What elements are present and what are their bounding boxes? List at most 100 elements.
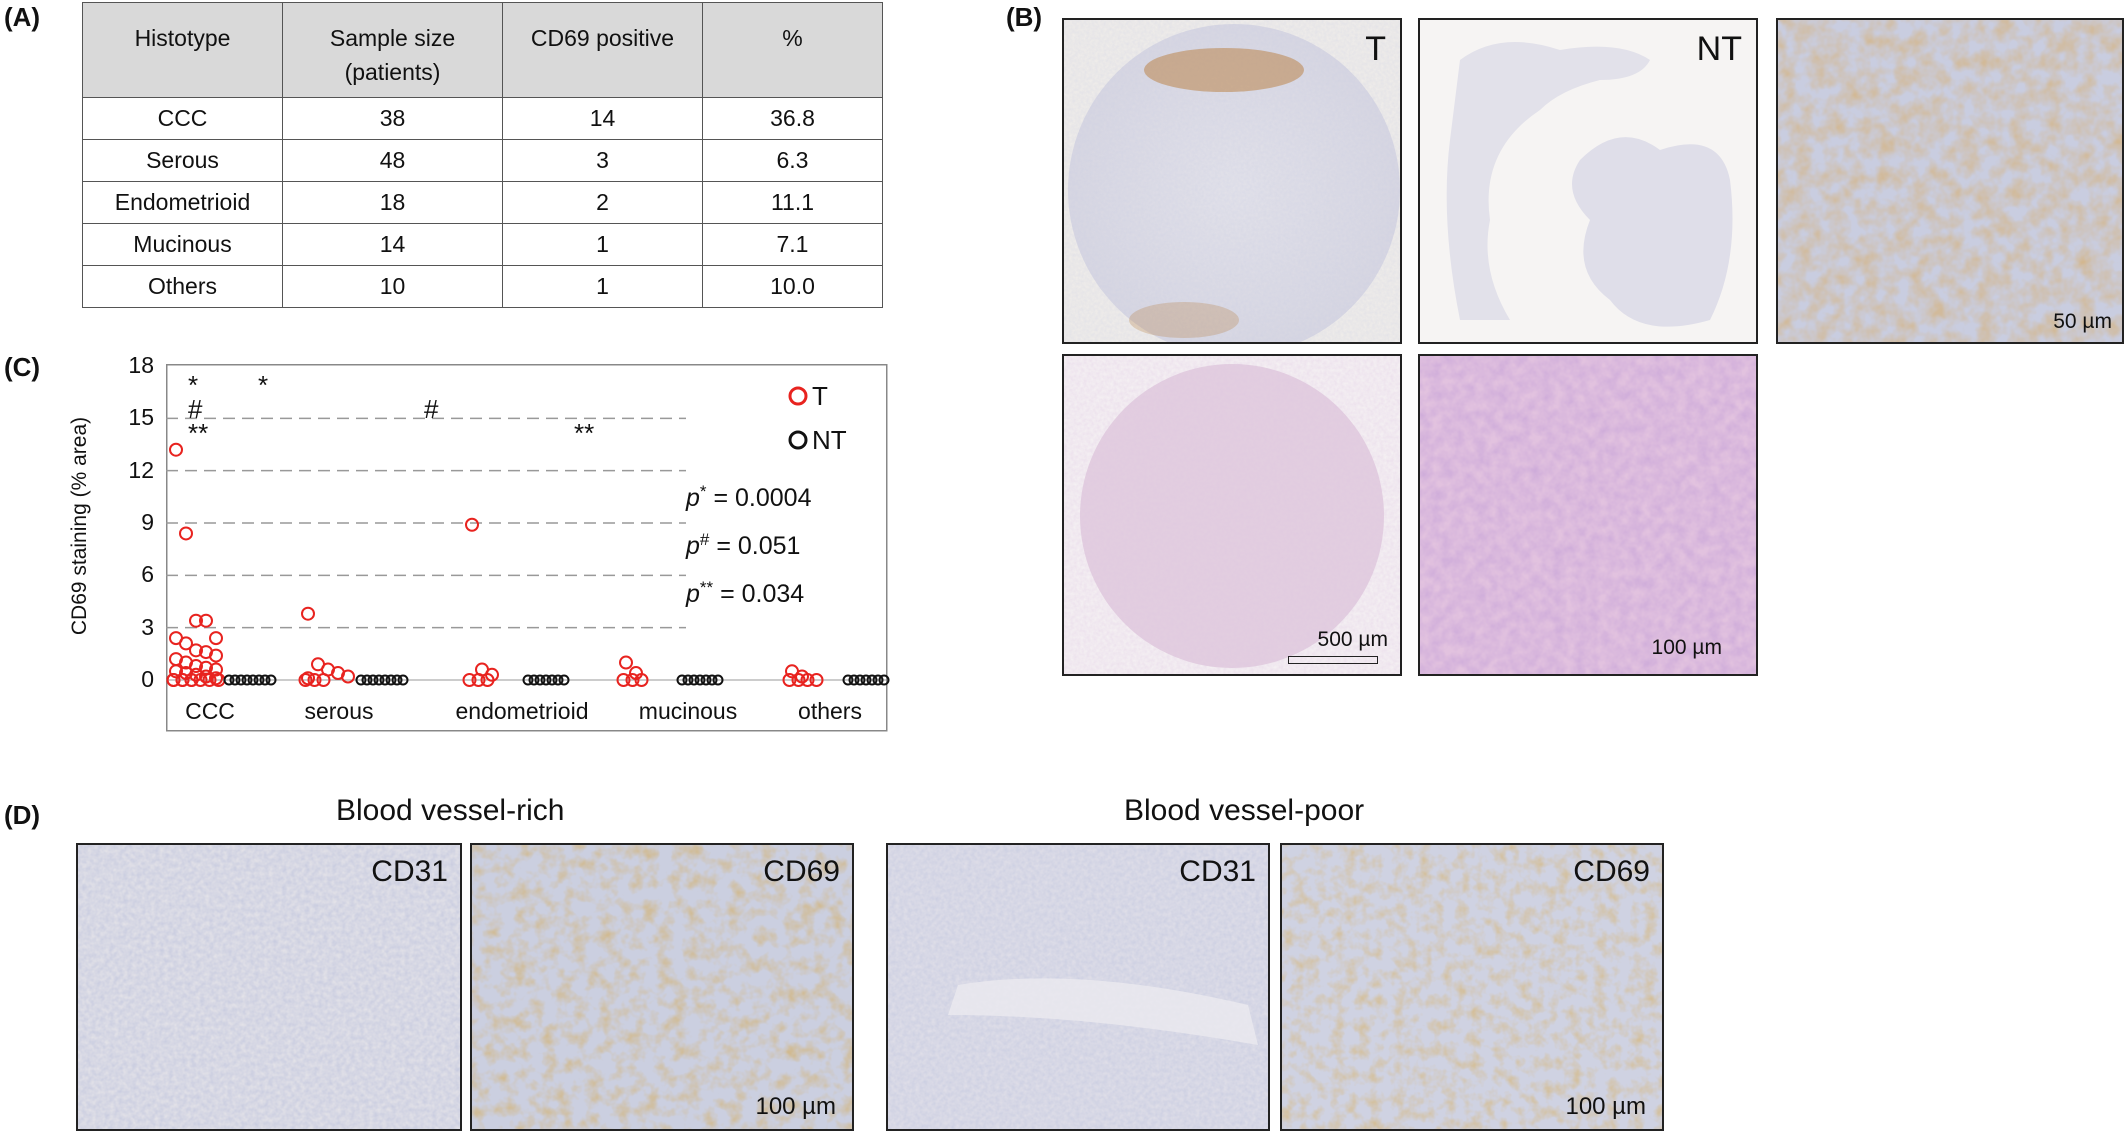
- he-core-image: 500 µm: [1062, 354, 1402, 676]
- header-percent: %: [702, 2, 883, 98]
- cd69-scatter-chart: CCC serous endometrioid mucinous others*#***…: [166, 364, 890, 732]
- nt-label: NT: [1696, 30, 1742, 68]
- rich-cd31-texture: [78, 845, 460, 1129]
- blood-vessel-rich-title: Blood vessel-rich: [336, 794, 565, 827]
- data-point-t: [298, 673, 313, 687]
- y-tick-label: 6: [141, 561, 154, 588]
- data-point-nt: [552, 674, 564, 686]
- x-tick-label: mucinous: [639, 698, 737, 724]
- data-point-nt: [355, 674, 367, 686]
- header-histotype: Histotype: [82, 2, 283, 98]
- data-point-t: [465, 517, 479, 532]
- data-point-nt: [848, 674, 860, 686]
- data-point-nt: [528, 674, 540, 686]
- table-cell: Others: [82, 265, 283, 308]
- t-label: T: [1365, 30, 1386, 68]
- y-tick-label: 15: [128, 404, 154, 431]
- data-point-t: [634, 673, 649, 687]
- y-tick-label: 3: [141, 613, 154, 640]
- rich-scale-label: 100 µm: [755, 1093, 836, 1120]
- ihc-nontumor-image: NT: [1418, 18, 1758, 344]
- table-cell: 18: [282, 181, 503, 224]
- data-point-t: [169, 664, 183, 679]
- data-point-t: [307, 673, 322, 687]
- data-point-nt: [540, 674, 552, 686]
- rich-cd31-label: CD31: [371, 855, 448, 888]
- significance-marker: **: [574, 418, 594, 448]
- p-value-label: p** = 0.034: [685, 578, 804, 609]
- header-line: Sample size: [329, 25, 456, 51]
- data-point-nt: [397, 674, 409, 686]
- data-point-nt: [872, 674, 884, 686]
- table-cell: 1: [502, 265, 703, 308]
- data-point-nt: [706, 674, 718, 686]
- data-point-nt: [223, 674, 235, 686]
- legend-marker-nt: [788, 430, 808, 450]
- data-point-t: [209, 648, 223, 663]
- table-cell: 2: [502, 181, 703, 224]
- significance-marker: *: [188, 370, 198, 400]
- histotype-table: Histotype Sample size (patients) CD69 pos…: [82, 2, 883, 308]
- highmag-texture: [1778, 20, 2122, 342]
- he-core-texture: [1080, 364, 1384, 668]
- table-cell: 1: [502, 223, 703, 266]
- x-tick-label: others: [798, 698, 862, 724]
- x-tick-label: endometrioid: [456, 698, 589, 724]
- data-point-nt: [385, 674, 397, 686]
- tumor-core-texture: [1068, 24, 1400, 342]
- data-point-t: [616, 673, 631, 687]
- legend-label-nt: NT: [812, 425, 847, 455]
- data-point-t: [179, 526, 193, 541]
- data-point-t: [480, 673, 495, 687]
- x-tick-label: serous: [304, 698, 373, 724]
- significance-marker: #: [424, 394, 439, 424]
- data-point-nt: [259, 674, 271, 686]
- data-point-nt: [700, 674, 712, 686]
- he-highmag-image: 100 µm: [1418, 354, 1758, 676]
- data-point-nt: [676, 674, 688, 686]
- header-line: (patients): [344, 59, 441, 85]
- data-point-nt: [534, 674, 546, 686]
- data-point-nt: [373, 674, 385, 686]
- nontumor-texture: [1446, 42, 1733, 327]
- table-cell: 48: [282, 139, 503, 182]
- data-point-t: [462, 673, 477, 687]
- data-point-t: [179, 636, 193, 651]
- data-point-t: [301, 606, 315, 621]
- header-sample-size: Sample size (patients): [282, 2, 503, 98]
- ihc-tumor-highmag-image: 50 µm: [1776, 18, 2124, 344]
- data-point-nt: [712, 674, 724, 686]
- data-point-t: [166, 673, 181, 687]
- table-cell: 3: [502, 139, 703, 182]
- data-point-t: [199, 613, 213, 628]
- data-point-t: [625, 673, 640, 687]
- poor-cd69-texture: [1282, 845, 1662, 1129]
- panel-label-b: (B): [1006, 2, 1043, 32]
- significance-marker: #: [188, 394, 203, 424]
- panel-label-d: (D): [4, 800, 41, 830]
- table-cell: Endometrioid: [82, 181, 283, 224]
- data-point-nt: [247, 674, 259, 686]
- data-point-t: [169, 442, 183, 457]
- data-point-nt: [682, 674, 694, 686]
- rich-cd69-label: CD69: [763, 855, 840, 888]
- p-value-label: p* = 0.0004: [685, 482, 812, 513]
- data-point-nt: [253, 674, 265, 686]
- data-point-nt: [854, 674, 866, 686]
- table-cell: 11.1: [702, 181, 883, 224]
- data-point-t: [209, 631, 223, 646]
- table-row: Endometrioid 18 2 11.1: [82, 181, 883, 224]
- table-row: Others 10 1 10.0: [82, 265, 883, 308]
- data-point-nt: [558, 674, 570, 686]
- data-point-t: [619, 655, 633, 670]
- data-point-nt: [842, 674, 854, 686]
- data-point-t: [175, 673, 190, 687]
- poor-cd31-texture: [888, 845, 1268, 1129]
- data-point-t: [341, 669, 355, 684]
- he-highmag-texture: [1420, 356, 1756, 674]
- rich-cd69-image: CD69 100 µm: [470, 843, 854, 1131]
- table-cell: 10: [282, 265, 503, 308]
- poor-cd69-label: CD69: [1573, 855, 1650, 888]
- table-cell: 14: [282, 223, 503, 266]
- data-point-t: [301, 671, 315, 686]
